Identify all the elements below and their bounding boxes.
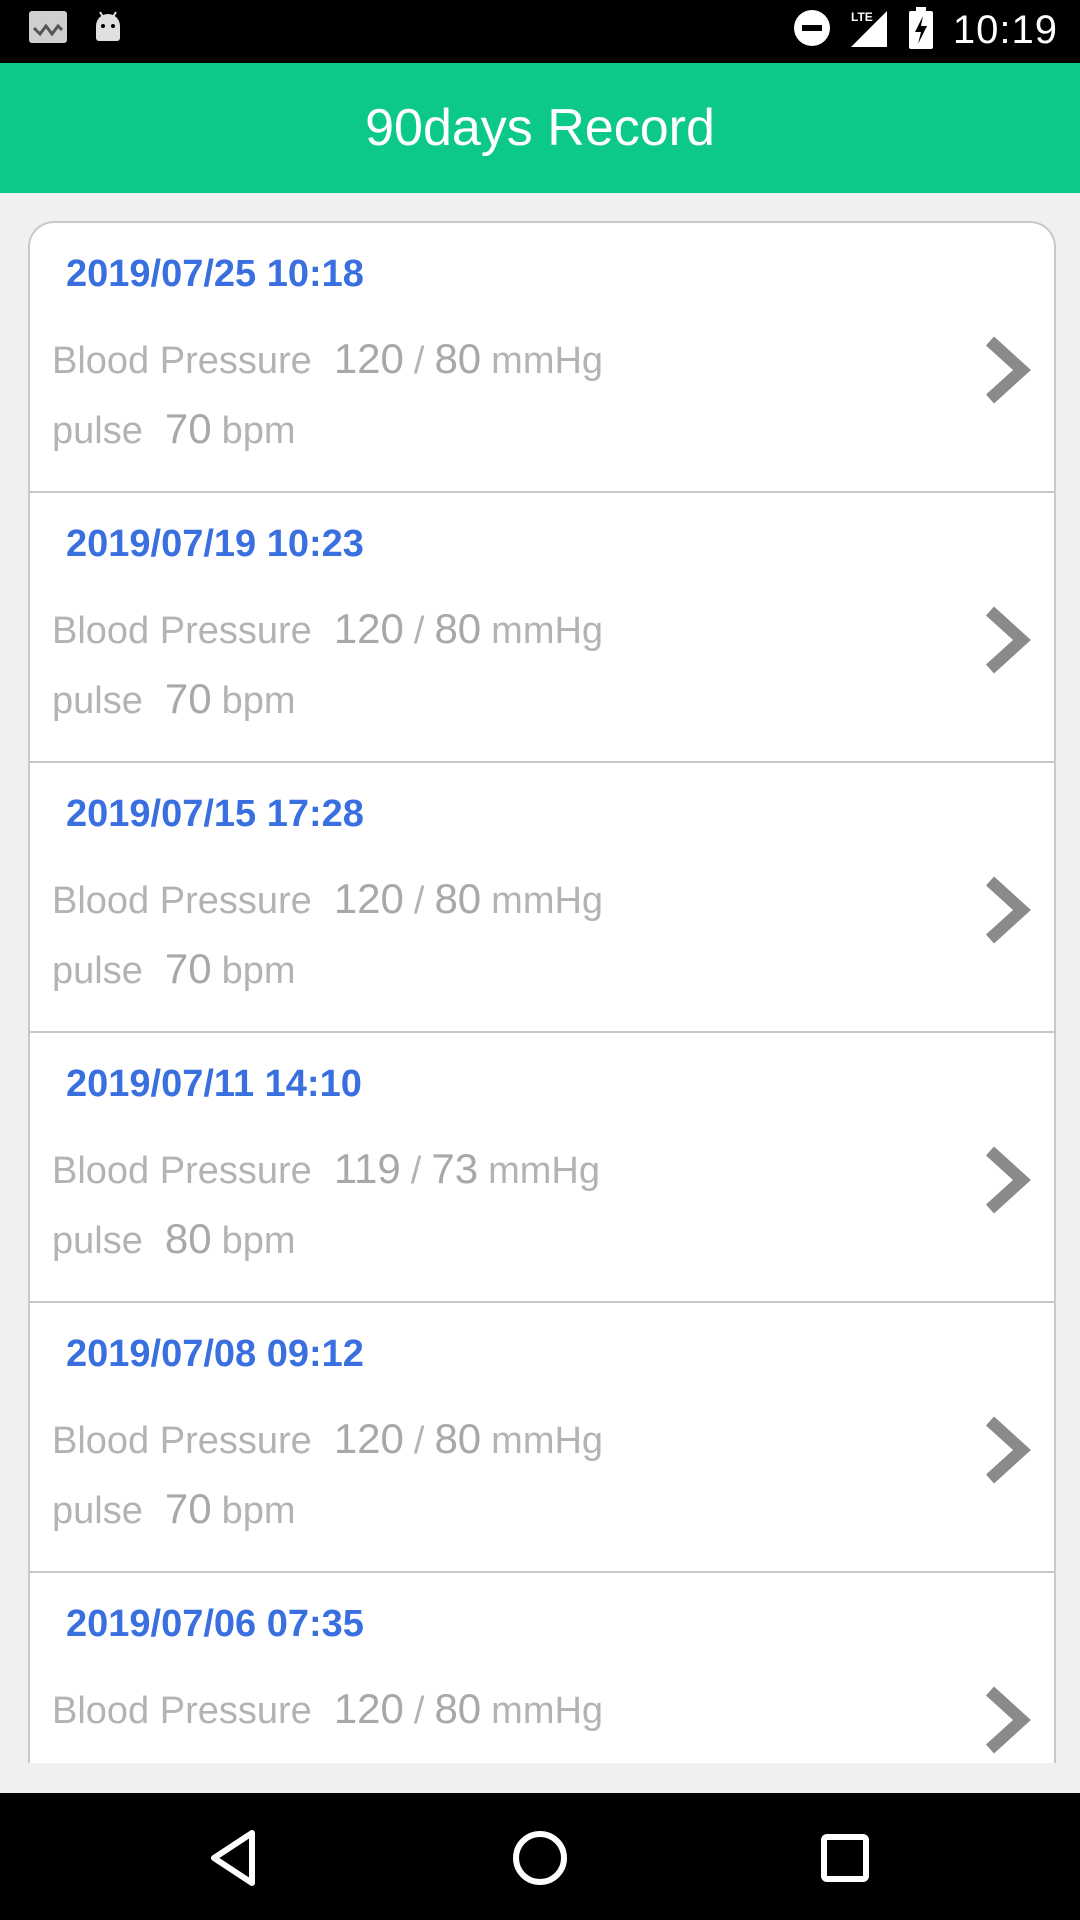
- blood-pressure-line: Blood Pressure 120/80 mmHg: [52, 335, 603, 383]
- bp-slash: /: [413, 340, 425, 382]
- bp-label: Blood Pressure: [52, 1420, 312, 1462]
- notification-icon: [28, 10, 68, 48]
- pulse-unit: bpm: [221, 950, 296, 992]
- record-item[interactable]: 2019/07/25 10:18 Blood Pressure 120/80 mmH…: [30, 223, 1054, 493]
- systolic-value: 120: [333, 1415, 404, 1462]
- bp-unit: mmHg: [491, 340, 604, 382]
- bp-unit: mmHg: [488, 1150, 600, 1192]
- record-datetime: 2019/07/25 10:18: [66, 253, 364, 295]
- pulse-value: 70: [164, 945, 212, 992]
- back-icon[interactable]: [200, 1823, 270, 1893]
- blood-pressure-line: Blood Pressure 120/80 mmHg: [52, 875, 603, 923]
- blood-pressure-line: Blood Pressure 120/80 mmHg: [52, 1685, 603, 1733]
- record-item[interactable]: 2019/07/19 10:23 Blood Pressure 120/80 mmH…: [30, 493, 1054, 763]
- chevron-right-icon[interactable]: [982, 605, 1032, 675]
- android-icon: [92, 10, 124, 48]
- bp-label: Blood Pressure: [52, 1150, 312, 1192]
- record-item[interactable]: 2019/07/08 09:12 Blood Pressure 120/80 mmH…: [30, 1303, 1054, 1573]
- diastolic-value: 80: [434, 605, 482, 652]
- record-datetime: 2019/07/08 09:12: [66, 1333, 364, 1375]
- pulse-unit: bpm: [221, 410, 296, 452]
- chevron-right-icon[interactable]: [982, 1415, 1032, 1485]
- battery-charging-icon: [907, 6, 935, 54]
- systolic-value: 120: [333, 605, 404, 652]
- pulse-label: pulse: [52, 680, 143, 722]
- blood-pressure-line: Blood Pressure 119/73 mmHg: [52, 1145, 600, 1193]
- recents-icon[interactable]: [810, 1823, 880, 1893]
- status-bar: LTE 10:19: [0, 0, 1080, 63]
- record-item[interactable]: 2019/07/15 17:28 Blood Pressure 120/80 mmH…: [30, 763, 1054, 1033]
- records-list[interactable]: 2019/07/25 10:18 Blood Pressure 120/80 mmH…: [28, 221, 1056, 1763]
- diastolic-value: 80: [434, 1415, 482, 1462]
- bp-label: Blood Pressure: [52, 610, 312, 652]
- pulse-value: 70: [164, 405, 212, 452]
- blood-pressure-line: Blood Pressure 120/80 mmHg: [52, 605, 603, 653]
- systolic-value: 120: [333, 335, 404, 382]
- chevron-right-icon[interactable]: [982, 875, 1032, 945]
- pulse-label: pulse: [52, 1220, 143, 1262]
- bp-label: Blood Pressure: [52, 1690, 312, 1732]
- do-not-disturb-icon: [793, 9, 831, 51]
- pulse-line: pulse 70 bpm: [52, 945, 295, 993]
- page-title: 90days Record: [365, 99, 715, 157]
- bp-unit: mmHg: [491, 1690, 604, 1732]
- svg-text:LTE: LTE: [851, 10, 873, 24]
- chevron-right-icon[interactable]: [982, 1145, 1032, 1215]
- app-bar: 90days Record: [0, 63, 1080, 193]
- bp-slash: /: [413, 610, 425, 652]
- diastolic-value: 80: [434, 1685, 482, 1732]
- pulse-line: pulse 70 bpm: [52, 405, 295, 453]
- pulse-label: pulse: [52, 950, 143, 992]
- bp-slash: /: [413, 1690, 425, 1732]
- diastolic-value: 80: [434, 335, 482, 382]
- lte-signal-icon: LTE: [849, 7, 889, 53]
- record-datetime: 2019/07/15 17:28: [66, 793, 364, 835]
- pulse-line: pulse 70 bpm: [52, 675, 295, 723]
- bp-label: Blood Pressure: [52, 880, 312, 922]
- home-icon[interactable]: [505, 1823, 575, 1893]
- pulse-line: pulse 80 bpm: [52, 1215, 295, 1263]
- bp-slash: /: [413, 1420, 425, 1462]
- pulse-value: 70: [164, 675, 212, 722]
- pulse-unit: bpm: [221, 1490, 296, 1532]
- pulse-line: pulse 70 bpm: [52, 1485, 295, 1533]
- diastolic-value: 73: [431, 1145, 479, 1192]
- record-datetime: 2019/07/06 07:35: [66, 1603, 364, 1645]
- pulse-label: pulse: [52, 1490, 143, 1532]
- bp-unit: mmHg: [491, 610, 604, 652]
- navigation-bar: [0, 1793, 1080, 1920]
- pulse-value: 80: [164, 1215, 212, 1262]
- pulse-unit: bpm: [221, 680, 296, 722]
- pulse-value: 70: [164, 1485, 212, 1532]
- bp-slash: /: [410, 1150, 422, 1192]
- status-clock: 10:19: [952, 7, 1058, 52]
- systolic-value: 120: [333, 875, 404, 922]
- blood-pressure-line: Blood Pressure 120/80 mmHg: [52, 1415, 603, 1463]
- systolic-value: 119: [333, 1145, 401, 1192]
- record-item[interactable]: 2019/07/11 14:10 Blood Pressure 119/73 mmH…: [30, 1033, 1054, 1303]
- bp-label: Blood Pressure: [52, 340, 312, 382]
- pulse-label: pulse: [52, 410, 143, 452]
- record-datetime: 2019/07/19 10:23: [66, 523, 364, 565]
- bp-slash: /: [413, 880, 425, 922]
- records-screen: 2019/07/25 10:18 Blood Pressure 120/80 mmH…: [0, 193, 1080, 1793]
- bp-unit: mmHg: [491, 1420, 604, 1462]
- systolic-value: 120: [333, 1685, 404, 1732]
- pulse-unit: bpm: [221, 1220, 296, 1262]
- chevron-right-icon[interactable]: [982, 1685, 1032, 1755]
- diastolic-value: 80: [434, 875, 482, 922]
- record-item[interactable]: 2019/07/06 07:35 Blood Pressure 120/80 mmH…: [30, 1573, 1054, 1763]
- bp-unit: mmHg: [491, 880, 604, 922]
- chevron-right-icon[interactable]: [982, 335, 1032, 405]
- record-datetime: 2019/07/11 14:10: [66, 1063, 362, 1105]
